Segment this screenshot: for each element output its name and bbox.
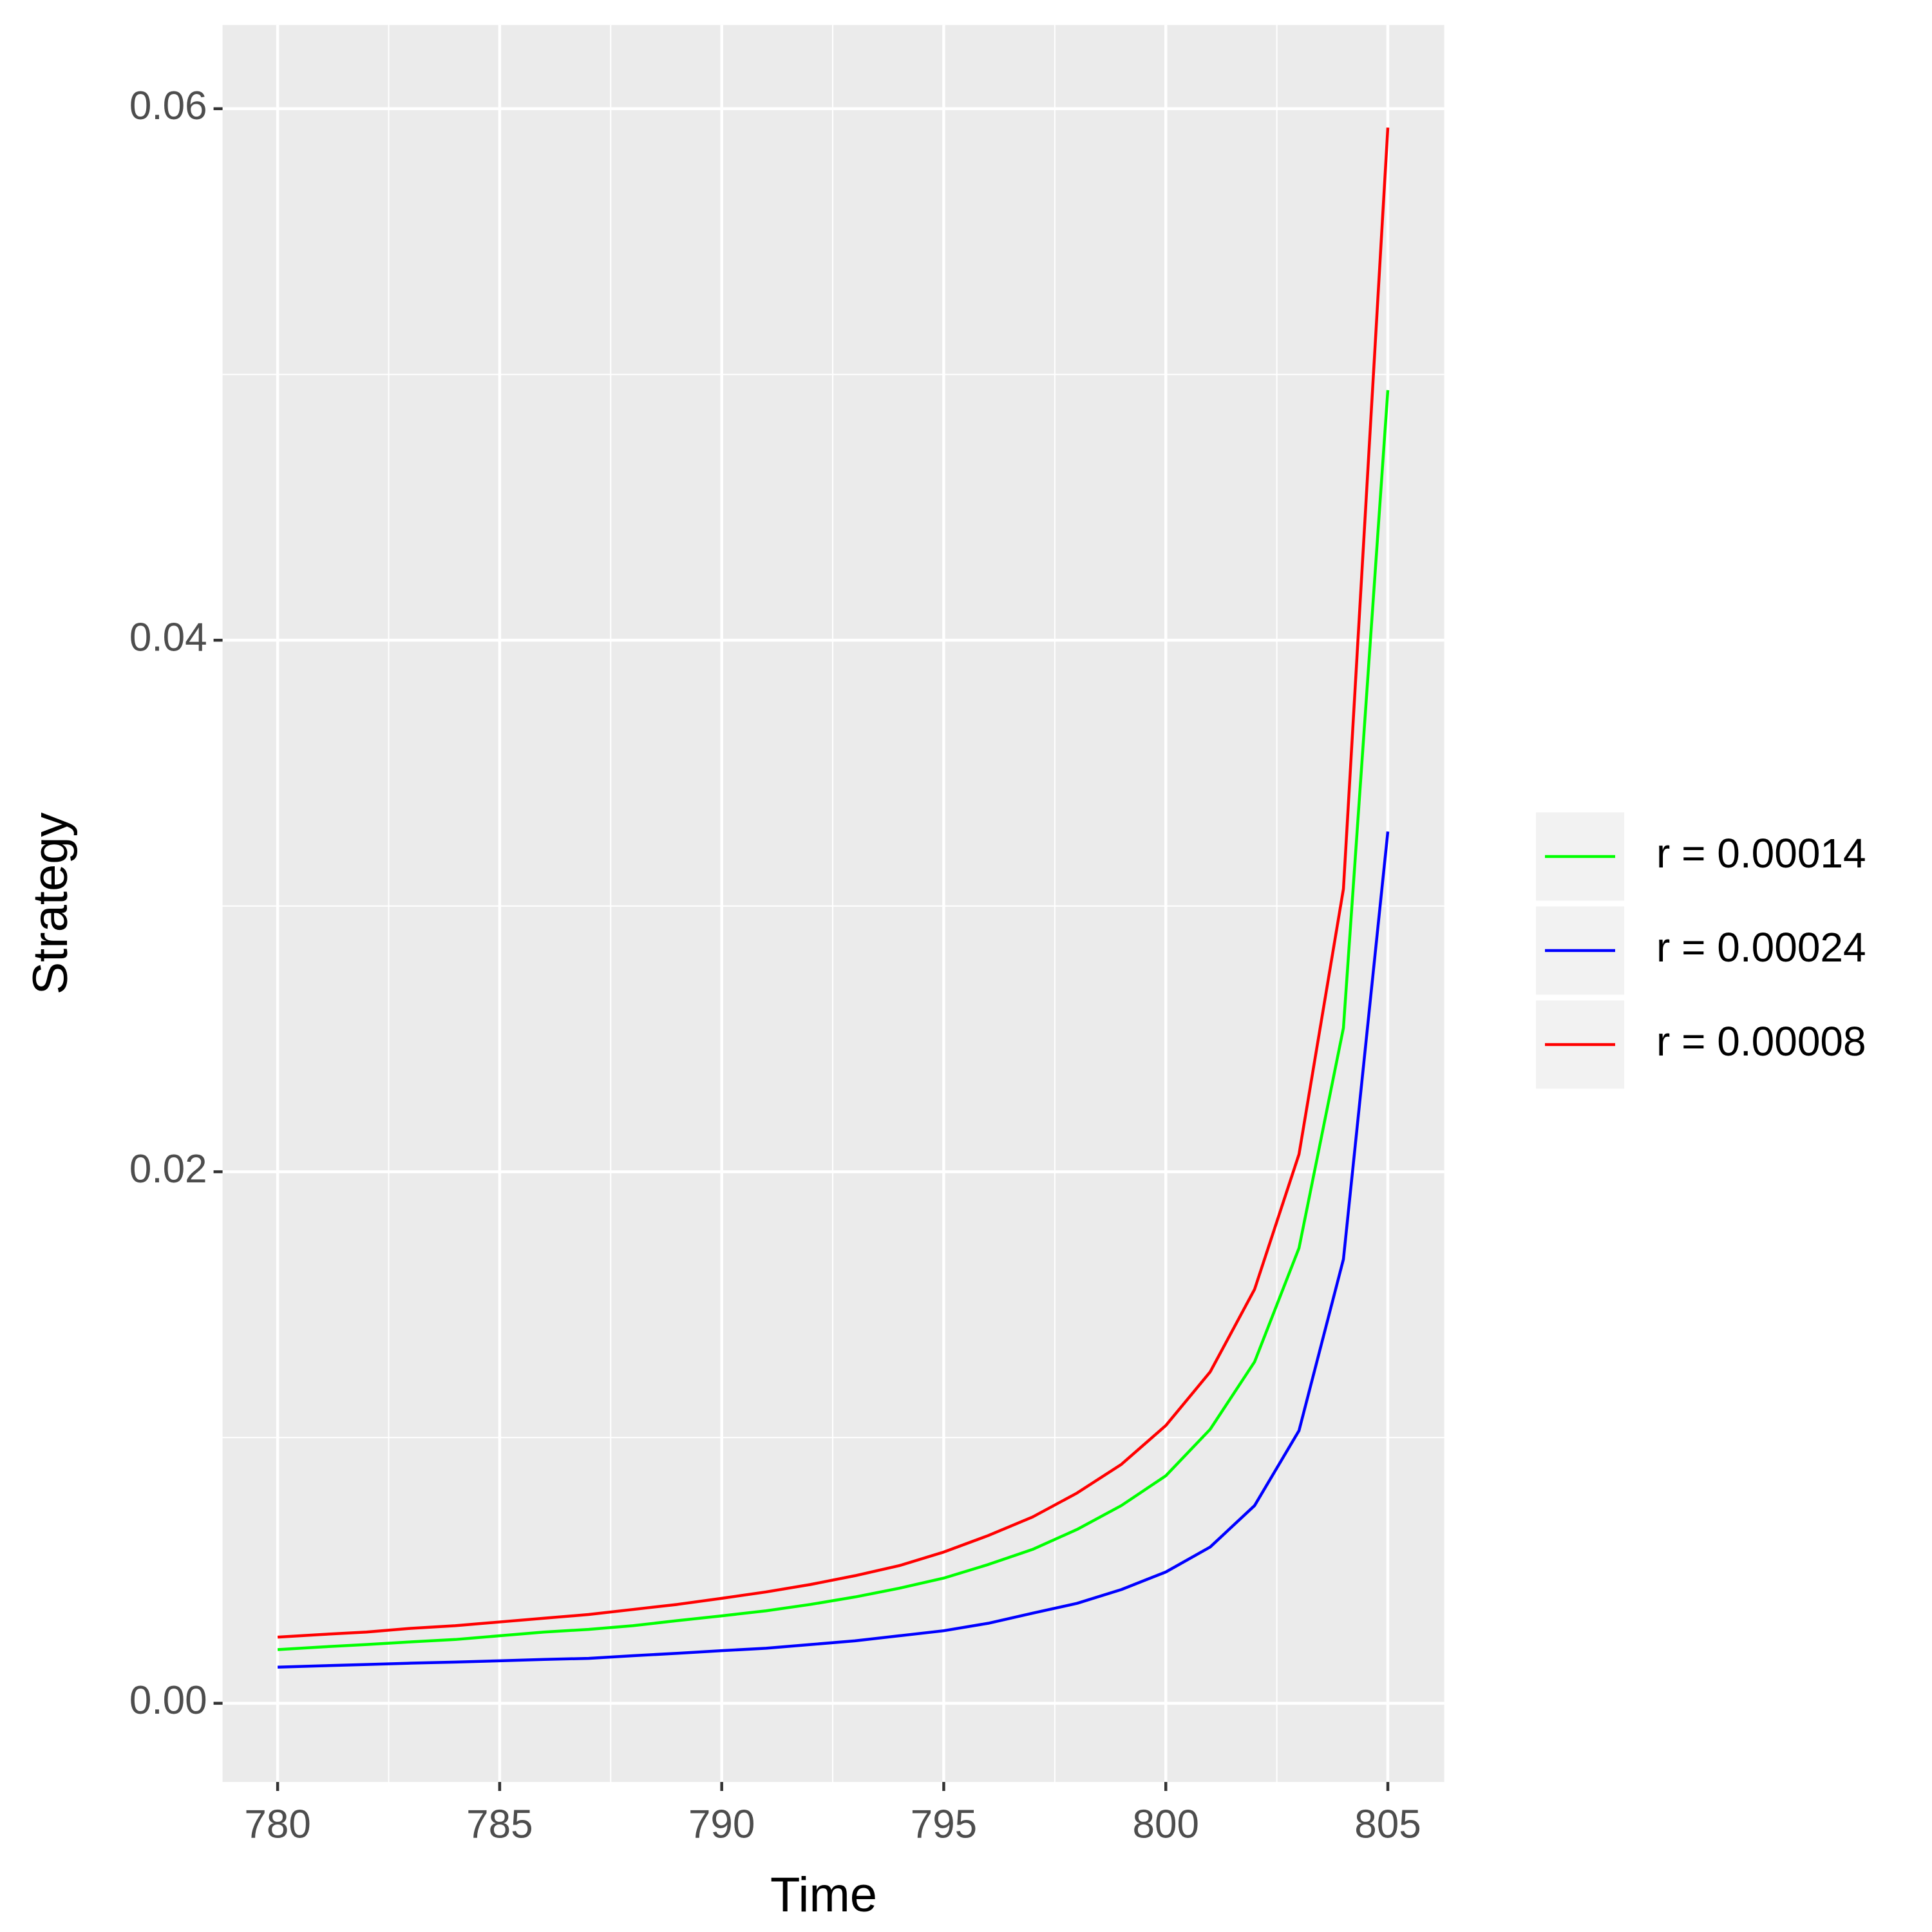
y-tick-label: 0.00 <box>129 1678 207 1723</box>
x-axis-title: Time <box>770 1868 877 1922</box>
y-tick-label: 0.04 <box>129 616 207 660</box>
x-tick-label: 805 <box>1354 1802 1421 1846</box>
series-line <box>277 127 1390 1639</box>
y-axis-title: Strategy <box>23 812 78 994</box>
x-tick-label: 780 <box>244 1802 310 1846</box>
legend-label: r = 0.00024 <box>1656 924 1866 971</box>
plot-panel <box>222 24 1444 1782</box>
y-tick-label: 0.02 <box>129 1147 207 1191</box>
series-line <box>277 390 1390 1651</box>
legend-label: r = 0.00014 <box>1656 830 1866 876</box>
x-tick-label: 785 <box>466 1802 533 1846</box>
y-tick-label: 0.06 <box>129 84 207 128</box>
x-tick-label: 795 <box>911 1802 977 1846</box>
x-tick-label: 800 <box>1133 1802 1199 1846</box>
legend-label: r = 0.00008 <box>1656 1018 1866 1065</box>
series-line <box>278 831 1390 1669</box>
x-tick-label: 790 <box>688 1802 755 1846</box>
